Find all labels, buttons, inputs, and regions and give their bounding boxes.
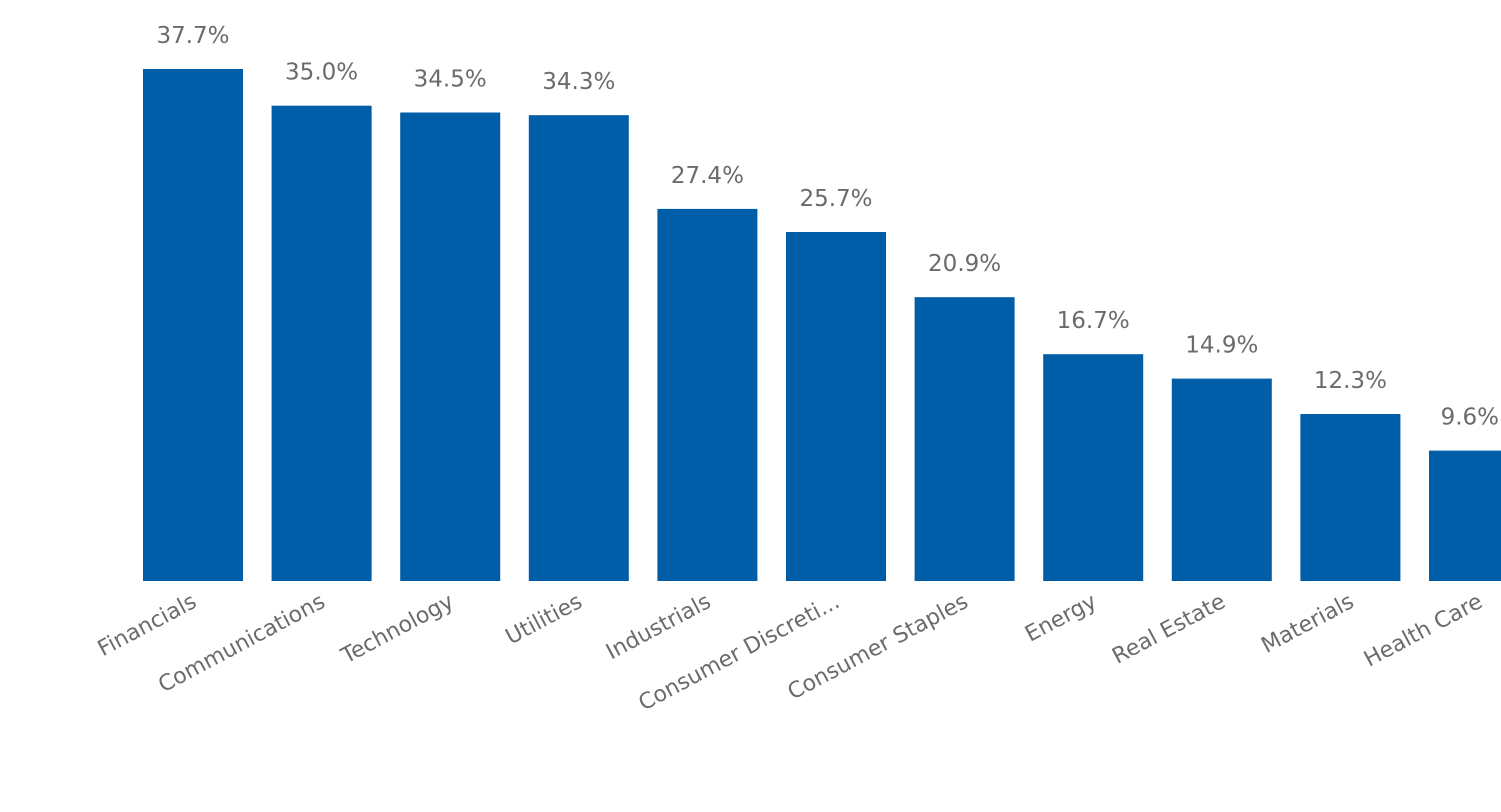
- bar-4: [657, 208, 758, 581]
- bar-3: [528, 115, 629, 581]
- bar-8: [1171, 378, 1272, 581]
- value-label-6: 20.9%: [928, 251, 1001, 277]
- category-label-0: Financials: [94, 589, 201, 662]
- category-label-3: Utilities: [502, 589, 587, 650]
- bar-5: [786, 232, 886, 581]
- category-label-9: Materials: [1257, 589, 1358, 658]
- value-labels-group: 37.7% 35.0% 34.5% 34.3% 27.4% 25.7% 20.9% 16.7%…: [156, 23, 1499, 431]
- category-label-8: Real Estate: [1108, 589, 1229, 669]
- bar-10: [1429, 450, 1501, 581]
- category-label-7: Energy: [1021, 589, 1101, 647]
- value-label-8: 14.9%: [1185, 333, 1258, 359]
- bar-0: [143, 69, 243, 581]
- value-label-3: 34.3%: [542, 69, 615, 95]
- value-label-9: 12.3%: [1314, 368, 1387, 394]
- bar-2: [400, 112, 501, 581]
- value-label-0: 37.7%: [156, 23, 229, 49]
- value-label-4: 27.4%: [671, 163, 744, 189]
- bar-7: [1043, 354, 1144, 581]
- value-label-5: 25.7%: [799, 186, 872, 212]
- category-label-10: Health Care: [1360, 589, 1487, 672]
- category-label-4: Industrials: [602, 589, 715, 665]
- category-label-2: Technology: [337, 589, 458, 669]
- value-label-1: 35.0%: [285, 60, 358, 86]
- bar-1: [271, 105, 372, 581]
- bar-9: [1300, 414, 1401, 581]
- value-label-10: 9.6%: [1441, 405, 1499, 431]
- value-label-2: 34.5%: [414, 67, 487, 93]
- bars-group: [143, 69, 1501, 581]
- bar-6: [914, 297, 1015, 581]
- value-label-7: 16.7%: [1057, 308, 1130, 334]
